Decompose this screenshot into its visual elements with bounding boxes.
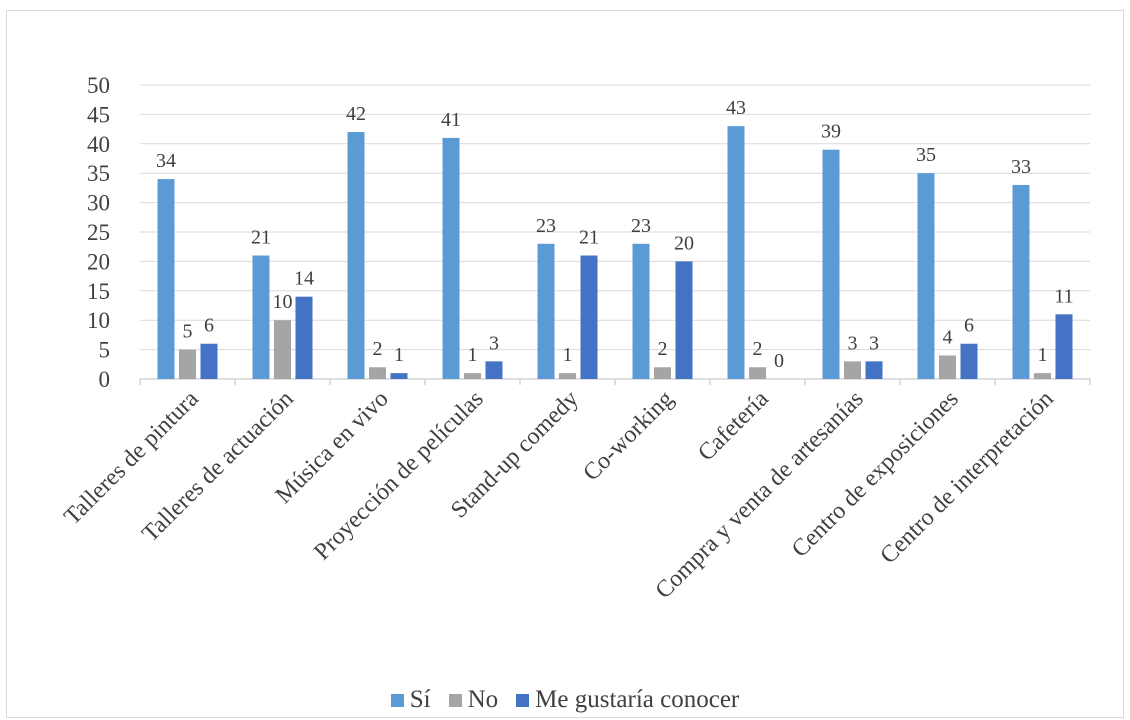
data-label: 10 [273, 291, 293, 313]
legend-label: Sí [409, 686, 431, 713]
data-label: 35 [916, 144, 936, 166]
bar-series-0 [252, 255, 270, 379]
bar-series-1 [559, 373, 576, 379]
data-label: 2 [658, 338, 668, 360]
x-tick-label: Centro de interpretación [875, 386, 1058, 569]
y-tick-label: 50 [87, 73, 110, 98]
data-label: 1 [394, 344, 404, 366]
data-label: 5 [183, 321, 193, 343]
bar-series-0 [917, 173, 935, 379]
bar-series-0 [822, 149, 840, 379]
bar-series-2 [485, 361, 503, 379]
bar-series-0 [347, 132, 365, 379]
y-tick-label: 0 [99, 367, 111, 392]
x-tick-label: Co-working [578, 386, 678, 486]
y-tick-label: 20 [87, 249, 110, 274]
bar-series-2 [390, 373, 408, 379]
bar-series-1 [654, 367, 671, 379]
bar-series-1 [179, 349, 196, 379]
bar-series-2 [960, 343, 978, 379]
bar-series-1 [274, 320, 291, 379]
bar-series-0 [442, 137, 460, 379]
legend-item: Me gustaría conocer [516, 686, 739, 714]
data-label: 3 [848, 332, 858, 354]
legend-swatch [448, 693, 462, 707]
bars [157, 126, 1073, 379]
legend-item: Sí [390, 686, 431, 714]
legend-swatch [516, 693, 530, 707]
legend-item: No [448, 686, 499, 714]
data-label: 20 [674, 232, 694, 254]
bar-series-0 [632, 243, 650, 379]
bar-series-2 [675, 261, 693, 379]
bar-series-2 [200, 343, 218, 379]
bar-series-1 [844, 361, 861, 379]
legend-swatch [390, 693, 404, 707]
y-tick-label: 40 [87, 132, 110, 157]
x-tick-label: Cafetería [693, 386, 774, 467]
data-label: 3 [489, 332, 499, 354]
x-tick-label: Proyección de películas [309, 386, 489, 566]
bar-series-1 [464, 373, 481, 379]
data-label: 2 [753, 338, 763, 360]
bar-series-2 [580, 255, 598, 379]
y-tick-label: 45 [87, 102, 110, 127]
data-label: 39 [821, 121, 841, 143]
bar-series-0 [727, 126, 745, 379]
data-label: 23 [631, 215, 651, 237]
legend-label: No [467, 686, 499, 713]
data-label: 6 [964, 315, 974, 337]
legend-label: Me gustaría conocer [535, 686, 740, 713]
x-tick-label: Centro de exposiciones [787, 386, 964, 563]
data-label: 11 [1054, 285, 1073, 307]
data-label: 34 [156, 150, 176, 172]
bar-series-2 [1055, 314, 1073, 379]
bar-series-2 [295, 296, 313, 379]
data-label: 42 [346, 103, 366, 125]
data-label: 21 [579, 227, 599, 249]
y-tick-label: 25 [87, 220, 110, 245]
data-label: 4 [943, 326, 953, 348]
data-label: 41 [441, 109, 461, 131]
y-tick-label: 35 [87, 161, 110, 186]
data-label: 1 [1038, 344, 1048, 366]
data-label: 1 [468, 344, 478, 366]
bar-series-0 [157, 179, 175, 379]
data-label: 0 [774, 350, 784, 372]
y-tick-label: 10 [87, 308, 110, 333]
bar-series-1 [939, 355, 956, 379]
data-label: 23 [536, 215, 556, 237]
bar-series-1 [1034, 373, 1051, 379]
data-label: 6 [204, 315, 214, 337]
y-tick-label: 15 [87, 279, 110, 304]
y-tick-label: 30 [87, 191, 110, 216]
y-axis-tick-labels: 0 5 10 15 20 25 30 35 40 45 50 [87, 73, 110, 392]
data-label: 33 [1011, 156, 1031, 178]
bar-series-0 [1012, 184, 1030, 379]
bar-series-2 [865, 361, 883, 379]
y-tick-label: 5 [99, 338, 111, 363]
data-label: 21 [251, 227, 271, 249]
data-label: 14 [294, 268, 314, 290]
legend: Sí No Me gustaría conocer [0, 686, 1130, 714]
data-label: 2 [373, 338, 383, 360]
bar-series-0 [537, 243, 555, 379]
data-label: 3 [869, 332, 879, 354]
data-label: 43 [726, 97, 746, 119]
bar-series-1 [369, 367, 386, 379]
data-label: 1 [563, 344, 573, 366]
bar-series-1 [749, 367, 766, 379]
